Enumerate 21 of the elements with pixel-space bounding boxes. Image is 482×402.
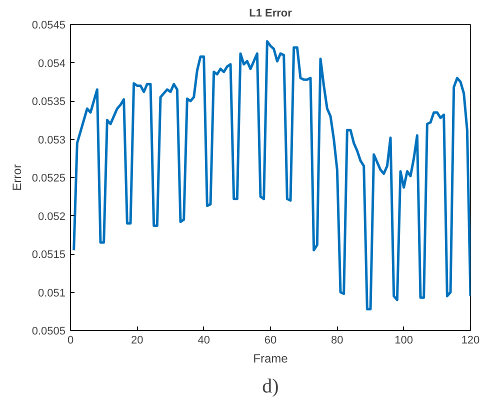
y-axis-title: Error xyxy=(10,164,24,191)
line-series xyxy=(72,40,470,310)
y-tick-label: 0.0535 xyxy=(32,96,66,108)
x-tick-label: 80 xyxy=(331,334,344,346)
x-axis-title: Frame xyxy=(253,352,288,366)
x-tick-label: 120 xyxy=(461,334,480,346)
y-tick-label: 0.054 xyxy=(38,58,66,70)
y-tick-label: 0.0525 xyxy=(32,172,66,184)
x-tick-label: 20 xyxy=(131,334,144,346)
y-tick-label: 0.0515 xyxy=(32,249,66,261)
chart-title: L1 Error xyxy=(249,8,293,20)
y-tick-label: 0.0505 xyxy=(32,326,66,338)
y-tick-label: 0.0545 xyxy=(32,20,66,32)
x-tick-label: 40 xyxy=(198,334,210,346)
y-tick-label: 0.052 xyxy=(38,210,66,223)
x-tick-label: 100 xyxy=(394,334,414,346)
x-tick-label: 0 xyxy=(67,334,74,346)
text: d) xyxy=(262,376,279,398)
y-tick-label: 0.051 xyxy=(38,287,66,300)
x-tick-label: 60 xyxy=(264,334,277,346)
y-tick-label: 0.053 xyxy=(38,134,66,146)
